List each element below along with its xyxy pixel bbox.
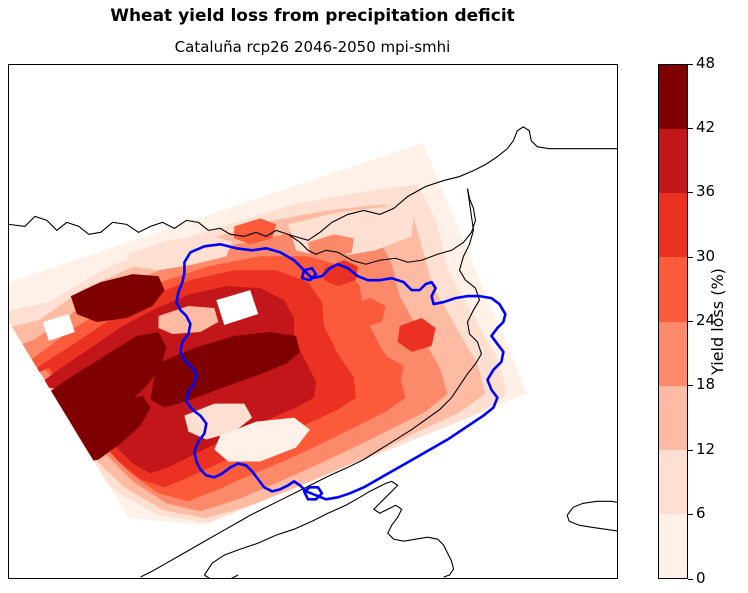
colorbar[interactable]: [658, 64, 688, 579]
tick-mark: [688, 449, 693, 451]
tick-mark: [688, 127, 693, 129]
colorbar-axis-label: Yield loss (%): [708, 268, 727, 375]
coastline-east: [140, 188, 483, 578]
contour-light-patch-north: [126, 234, 233, 271]
cataluna-outline: [175, 243, 507, 501]
island-mallorca-south: [204, 574, 239, 578]
tick-mark: [688, 385, 693, 387]
page-title: Wheat yield loss from precipitation defi…: [110, 6, 515, 26]
colorbar-band-12-18: [659, 385, 687, 450]
cataluna-coast-inlet: [302, 486, 324, 501]
contour-warm-spot-mid2: [347, 298, 386, 328]
contour-band-42-48-west: [46, 331, 167, 456]
map-axes[interactable]: [8, 64, 618, 579]
coastline-group: [9, 126, 617, 578]
contour-band-42-48-north: [70, 274, 165, 322]
nodata-cell-central: [216, 290, 259, 325]
tick-mark: [688, 321, 693, 322]
tick-mark: [688, 256, 693, 258]
contour-fill-group: [9, 142, 528, 526]
colorbar-band-18-24: [659, 321, 687, 386]
colorbar-band-36-42: [659, 129, 687, 194]
colorbar-band-6-12: [659, 449, 687, 514]
map-plot: [9, 126, 617, 578]
tick-mark: [688, 63, 693, 65]
contour-light-patch-coast: [214, 417, 311, 462]
tick-mark: [688, 578, 693, 580]
island-mallorca: [203, 480, 455, 578]
tick-mark: [688, 514, 693, 516]
nodata-cell-west: [42, 314, 75, 341]
contour-warm-spot-ne1: [308, 234, 354, 261]
island-menorca: [566, 500, 617, 532]
colorbar-band-30-36: [659, 193, 687, 258]
colorbar-band-42-48: [659, 65, 687, 130]
coastline-ne-cap: [287, 188, 477, 265]
contour-band-42-48-southcore: [66, 395, 151, 464]
figure-subtitle: Cataluña rcp26 2046-2050 mpi-smhi: [174, 38, 451, 56]
colorbar-band-0-6: [659, 513, 687, 578]
contour-band-42-48-central: [150, 331, 301, 408]
cataluna-enclave-marker: [300, 266, 318, 282]
contour-warm-spot-mid1: [234, 218, 277, 245]
region-border-cataluna: [175, 243, 507, 501]
tick-mark: [688, 192, 693, 194]
pyrenees-border-line: [9, 215, 289, 237]
colorbar-band-24-30: [659, 257, 687, 322]
contour-warm-spot-se: [359, 355, 404, 392]
contour-warm-spot-east: [397, 318, 436, 352]
coastline-north: [287, 126, 617, 241]
